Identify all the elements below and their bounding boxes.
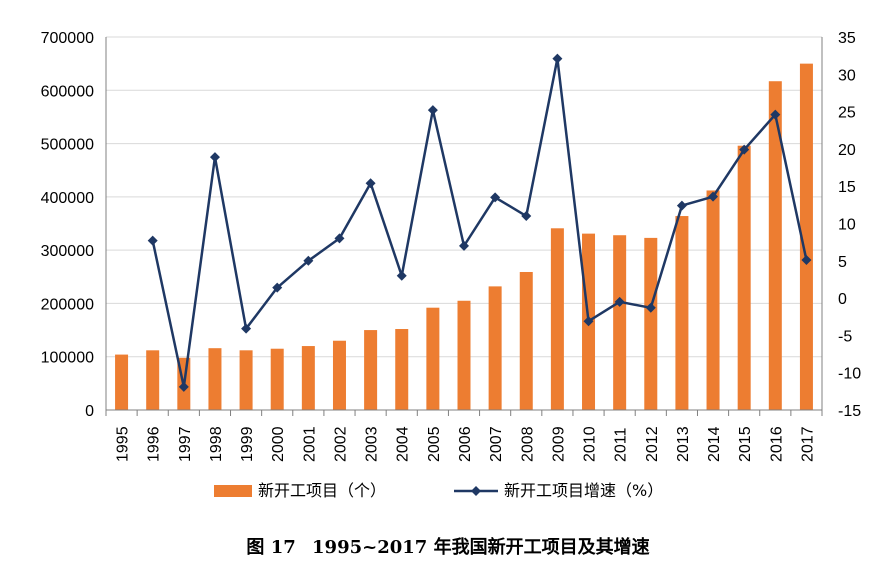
x-tick-label: 2005 — [426, 426, 443, 462]
bar — [332, 340, 346, 410]
line-point-marker — [552, 53, 563, 64]
line-point-marker — [303, 255, 314, 266]
x-tick-label: 2002 — [332, 426, 349, 462]
x-tick-label: 2015 — [737, 426, 754, 462]
x-tick-label: 1995 — [115, 426, 132, 462]
bar — [550, 228, 564, 410]
x-tick-label: 2012 — [644, 426, 661, 462]
y-right-tick-label: 5 — [838, 254, 847, 271]
bar — [488, 286, 502, 410]
x-tick-label: 2017 — [799, 426, 816, 462]
bar — [270, 348, 284, 410]
y-right-tick-label: 35 — [838, 30, 856, 47]
bar — [644, 237, 658, 410]
y-left-tick-label: 600000 — [41, 83, 94, 100]
caption-figure-number: 图 17 — [246, 537, 296, 558]
line-point-marker — [178, 381, 189, 392]
line-point-marker — [209, 152, 220, 163]
x-tick-label: 1996 — [146, 426, 163, 462]
y-left-tick-label: 200000 — [41, 296, 94, 313]
bar — [395, 329, 409, 410]
y-left-tick-label: 700000 — [41, 30, 94, 47]
y-left-tick-label: 500000 — [41, 137, 94, 154]
y-right-tick-label: -15 — [838, 403, 861, 420]
y-right-tick-label: 25 — [838, 105, 856, 122]
bar — [301, 346, 315, 410]
bar — [706, 190, 720, 410]
x-tick-label: 2003 — [364, 426, 381, 462]
line-point-marker — [614, 296, 625, 307]
bar — [146, 350, 160, 410]
bar — [675, 216, 689, 410]
line-point-marker — [521, 211, 532, 222]
y-left-tick-label: 0 — [85, 403, 94, 420]
line-point-marker — [147, 235, 158, 246]
legend-label-line: 新开工项目增速（%） — [504, 481, 663, 500]
bar — [115, 354, 129, 410]
x-tick-label: 2013 — [675, 426, 692, 462]
caption-text: 1995~2017 年我国新开工项目及其增速 — [312, 537, 650, 558]
legend: 新开工项目（个） 新开工项目增速（%） — [214, 481, 663, 500]
bar — [613, 235, 627, 410]
line-point-marker — [770, 109, 781, 120]
y-right-tick-label: 20 — [838, 142, 856, 159]
line-point-marker — [459, 240, 469, 251]
bar — [208, 348, 222, 410]
line-point-marker — [801, 255, 812, 266]
chart: 0 100000 200000 300000 400000 500000 600000 700… — [41, 30, 862, 500]
y-right-tick-label: 30 — [838, 67, 856, 84]
x-tick-label: 1997 — [177, 426, 194, 462]
bar — [457, 300, 471, 410]
legend-label-bars: 新开工项目（个） — [258, 481, 386, 500]
x-tick-label: 1999 — [239, 426, 256, 462]
y-right-tick-label: 0 — [838, 291, 847, 308]
legend-swatch-bars — [214, 485, 252, 497]
figure-caption: 图 17 1995~2017 年我国新开工项目及其增速 — [0, 533, 896, 559]
line-point-marker — [490, 192, 501, 203]
x-tick-label: 2007 — [488, 426, 505, 462]
y-left-tick-label: 300000 — [41, 243, 94, 260]
line-point-marker — [676, 200, 687, 211]
bar — [768, 81, 782, 410]
x-tick-label: 2006 — [457, 426, 474, 462]
line-point-marker — [427, 105, 438, 116]
y-right-tick-label: 10 — [838, 217, 856, 234]
bar — [239, 350, 253, 410]
growth-line — [151, 57, 808, 389]
bar-series — [115, 63, 813, 411]
bar — [799, 63, 813, 411]
x-tick-label: 2004 — [395, 426, 412, 462]
y-left-tick-label: 100000 — [41, 350, 94, 367]
y-left-tick-label: 400000 — [41, 190, 94, 207]
line-point-marker — [396, 270, 407, 281]
line-point-marker — [334, 233, 345, 244]
legend-swatch-marker — [471, 486, 481, 496]
x-tick-label: 2010 — [582, 426, 599, 462]
bar — [737, 145, 751, 410]
x-tick-label: 2011 — [613, 427, 630, 462]
bar — [519, 271, 533, 410]
axes: 0 100000 200000 300000 400000 500000 600000 700… — [41, 30, 862, 462]
line-series — [147, 53, 812, 392]
bar — [364, 330, 378, 410]
line-point-marker — [708, 191, 719, 202]
x-tick-label: 2000 — [270, 426, 287, 462]
line-point-marker — [241, 323, 252, 334]
bar — [426, 307, 440, 410]
x-tick-label: 2009 — [550, 426, 567, 462]
x-tick-label: 2008 — [519, 426, 536, 462]
x-tick-label: 2014 — [706, 426, 723, 462]
line-point-marker — [583, 316, 594, 327]
line-point-marker — [272, 282, 283, 293]
y-right-tick-label: 15 — [838, 179, 856, 196]
y-right-tick-label: -5 — [838, 328, 852, 345]
x-tick-label: 2016 — [768, 426, 785, 462]
line-point-marker — [645, 302, 656, 313]
x-tick-label: 2001 — [301, 426, 318, 462]
line-point-marker — [739, 144, 750, 155]
x-tick-label: 1998 — [208, 426, 225, 462]
y-right-tick-label: -10 — [838, 366, 861, 383]
line-point-marker — [365, 178, 376, 189]
